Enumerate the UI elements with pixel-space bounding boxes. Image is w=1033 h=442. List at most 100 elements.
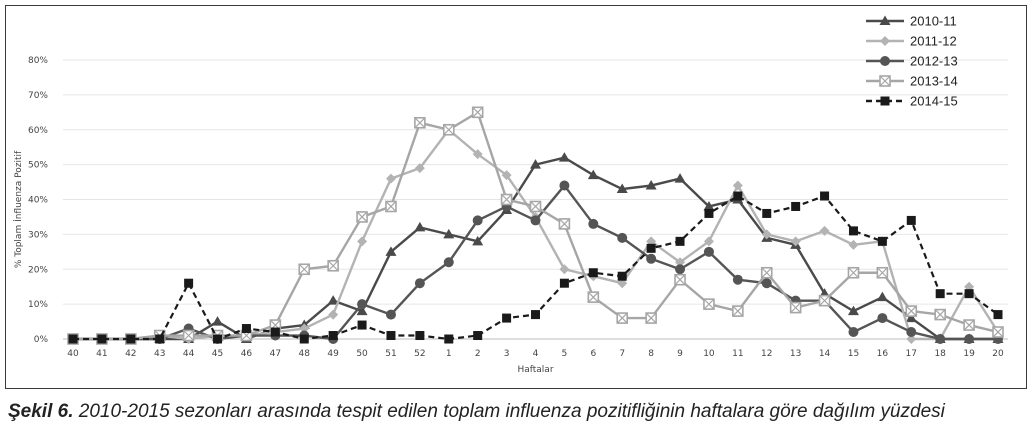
data-point bbox=[905, 305, 918, 317]
data-point bbox=[906, 215, 916, 225]
data-point bbox=[791, 201, 801, 211]
grid-lines bbox=[63, 59, 1008, 305]
data-point bbox=[906, 327, 917, 338]
data-point bbox=[385, 173, 396, 184]
data-point bbox=[472, 215, 483, 226]
y-tick-label: 80% bbox=[28, 56, 48, 66]
data-point bbox=[732, 274, 743, 285]
data-point bbox=[790, 236, 801, 247]
x-tick-label: 14 bbox=[819, 349, 831, 359]
data-point bbox=[443, 257, 454, 268]
data-point bbox=[530, 215, 541, 226]
data-point bbox=[184, 278, 194, 288]
data-point bbox=[68, 334, 78, 344]
y-tick-label: 70% bbox=[28, 91, 48, 101]
data-point bbox=[182, 329, 195, 342]
data-point bbox=[529, 200, 542, 213]
data-point bbox=[789, 301, 802, 314]
x-tick-label: 48 bbox=[299, 349, 311, 359]
data-point bbox=[703, 246, 714, 257]
figure-caption: Şekil 6. 2010-2015 sezonları arasında te… bbox=[8, 401, 1030, 423]
data-point bbox=[934, 308, 946, 321]
data-point bbox=[703, 236, 714, 247]
data-point bbox=[935, 334, 946, 344]
data-point bbox=[356, 305, 368, 316]
data-point bbox=[645, 180, 657, 190]
x-tick-label: 51 bbox=[385, 349, 396, 359]
data-point bbox=[472, 235, 484, 246]
x-tick-label: 2 bbox=[475, 349, 481, 359]
data-point bbox=[298, 263, 311, 276]
data-point bbox=[357, 299, 368, 310]
data-point bbox=[501, 170, 512, 181]
data-point bbox=[848, 239, 859, 250]
data-point bbox=[502, 313, 512, 323]
data-point bbox=[270, 327, 280, 337]
data-point bbox=[357, 236, 368, 247]
data-point bbox=[963, 319, 975, 331]
data-point bbox=[761, 278, 772, 289]
series-2014-15 bbox=[68, 191, 1003, 344]
legend-entry: 2012-13 bbox=[866, 54, 958, 69]
data-point bbox=[414, 221, 426, 232]
data-point bbox=[97, 334, 107, 344]
legend: 2010-11 2011-12 2012-13 2013-14 2014-15 bbox=[866, 14, 958, 109]
data-point bbox=[559, 180, 570, 191]
data-point bbox=[646, 243, 656, 253]
x-tick-label: 44 bbox=[183, 349, 195, 359]
data-point bbox=[818, 294, 831, 307]
legend-marker bbox=[879, 75, 891, 87]
x-tick-label: 8 bbox=[648, 349, 654, 359]
y-tick-label: 0% bbox=[34, 335, 49, 345]
y-axis-title: % Toplam İnfluenza Pozitif bbox=[13, 150, 24, 268]
data-point bbox=[558, 218, 571, 230]
data-point bbox=[241, 324, 251, 334]
axes: 0%10%20%30%40%50%60%70%80%40 41 42 43 44 45 46… bbox=[13, 56, 1008, 375]
data-point bbox=[385, 246, 397, 256]
x-tick-label: 15 bbox=[848, 349, 859, 359]
data-point bbox=[645, 312, 657, 324]
data-point bbox=[328, 309, 339, 320]
data-point bbox=[876, 266, 889, 279]
x-tick-label: 41 bbox=[96, 349, 107, 359]
data-point bbox=[155, 334, 165, 344]
x-tick-label: 12 bbox=[761, 349, 772, 359]
data-point bbox=[356, 211, 368, 223]
legend-marker bbox=[880, 96, 890, 106]
data-point bbox=[704, 208, 714, 218]
data-point bbox=[588, 218, 599, 229]
legend-entry: 2010-11 bbox=[866, 14, 957, 29]
legend-label: 2014-15 bbox=[910, 94, 958, 109]
data-point bbox=[414, 278, 425, 289]
series-2013-14 bbox=[67, 106, 1004, 345]
data-point bbox=[935, 289, 945, 299]
data-point bbox=[820, 191, 830, 201]
data-point bbox=[848, 327, 859, 338]
data-point bbox=[473, 331, 483, 341]
data-point bbox=[530, 159, 541, 169]
x-tick-label: 19 bbox=[963, 349, 975, 359]
data-point bbox=[415, 331, 425, 341]
data-point bbox=[444, 334, 454, 344]
data-point bbox=[327, 295, 339, 305]
x-tick-label: 17 bbox=[906, 349, 917, 359]
data-point bbox=[674, 273, 686, 286]
data-point bbox=[762, 208, 772, 218]
data-point bbox=[212, 316, 224, 326]
legend-marker bbox=[880, 56, 890, 66]
legend-label: 2012-13 bbox=[910, 54, 958, 69]
data-point bbox=[993, 310, 1003, 320]
x-tick-label: 10 bbox=[703, 349, 715, 359]
x-tick-label: 45 bbox=[212, 349, 223, 359]
data-point bbox=[848, 226, 858, 236]
line-chart: 0%10%20%30%40%50%60%70%80%40 41 42 43 44 45 46… bbox=[13, 14, 1008, 375]
legend-label: 2011-12 bbox=[910, 34, 957, 49]
legend-marker bbox=[880, 36, 890, 46]
data-point bbox=[386, 331, 396, 341]
x-tick-label: 16 bbox=[877, 349, 889, 359]
y-tick-label: 50% bbox=[28, 161, 48, 171]
x-tick-label: 52 bbox=[414, 349, 425, 359]
data-point bbox=[876, 291, 888, 302]
data-point bbox=[299, 334, 309, 344]
series-layer bbox=[67, 106, 1004, 345]
